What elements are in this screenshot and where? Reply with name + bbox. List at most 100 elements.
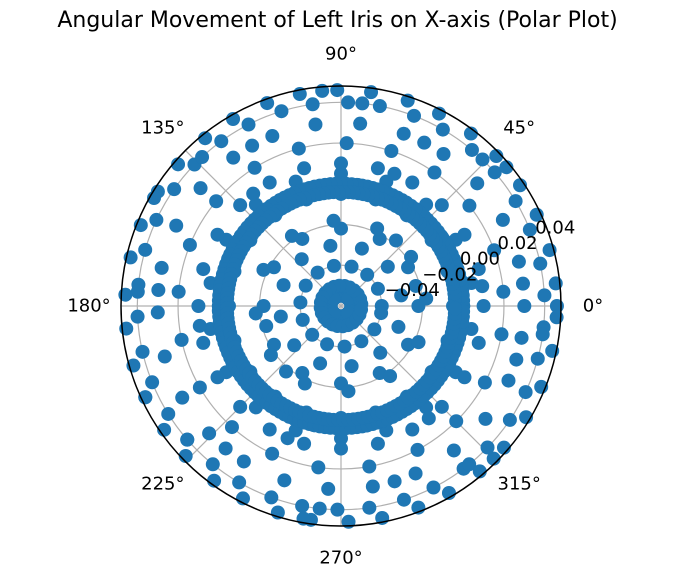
data-point [354,241,369,256]
data-point [365,479,380,494]
data-point [195,150,210,165]
data-point [295,312,310,327]
data-point [457,370,472,385]
data-point [262,175,277,190]
data-point [151,283,166,298]
angle-tick-label: 90° [325,44,357,65]
data-point [367,322,382,337]
data-point [175,390,190,405]
angle-tick-label: 45° [503,117,535,138]
angle-tick-label: 315° [498,474,541,495]
data-point [209,194,224,209]
data-point [297,161,312,176]
data-point [334,166,348,181]
data-point [354,334,369,349]
data-point [174,332,189,347]
angle-tick-label: 225° [141,474,184,495]
data-point [280,431,295,446]
data-points [118,83,564,529]
data-point [293,295,308,310]
data-point [262,422,277,437]
data-point [291,141,306,156]
data-point [380,259,395,274]
data-point [462,457,477,472]
data-point [308,117,323,132]
data-point [312,501,327,516]
radial-tick-label: −0.02 [422,264,477,285]
angle-tick-label: 0° [583,296,603,317]
data-point [434,198,449,213]
data-point [472,464,487,479]
data-point [533,256,548,271]
data-point [355,96,370,111]
data-point [388,233,403,248]
data-point [263,348,278,363]
data-point [326,258,341,273]
data-point [374,306,389,321]
data-point [248,306,263,321]
data-point [321,481,336,496]
radial-tick-label: −0.04 [385,280,440,301]
data-point [408,466,423,481]
data-point [224,420,239,435]
data-point [313,356,328,371]
polar-frame [120,85,562,527]
data-point [487,243,502,258]
data-point [511,254,526,269]
data-point [246,186,261,201]
data-point [341,384,356,399]
data-point [135,344,150,359]
data-point [232,475,247,490]
data-point [256,262,271,277]
data-point [410,442,425,457]
data-point [323,238,338,253]
data-point [171,157,186,172]
data-point [496,284,511,299]
data-point [150,305,165,320]
data-point [180,432,195,447]
data-point [214,134,229,149]
data-point [370,161,385,176]
data-point [480,440,495,455]
data-point [391,319,406,334]
data-point [298,278,313,293]
data-point [196,335,211,350]
data-point [362,459,377,474]
data-point [191,299,206,313]
data-point [277,473,292,488]
data-point [241,117,256,132]
data-point [419,291,434,306]
data-point [370,436,385,451]
data-point [266,260,281,275]
data-point [274,104,289,119]
data-point [508,194,523,209]
data-point [130,284,145,299]
data-point [295,498,310,513]
data-point [236,454,251,469]
data-point [396,492,411,507]
data-point [515,276,530,291]
data-point [487,165,502,180]
data-point [210,370,225,385]
data-point [530,351,545,366]
data-point [245,138,260,153]
data-point [193,181,208,196]
data-point [495,212,510,227]
data-point [471,335,486,350]
data-point [178,448,193,463]
data-point [330,83,345,98]
data-point [383,369,398,384]
data-point [477,375,492,390]
data-point [157,349,172,364]
data-point [464,142,479,157]
data-point [149,212,164,227]
data-point [446,443,461,458]
data-point [462,198,477,213]
data-point [226,150,241,165]
data-point [284,228,299,243]
data-point [417,135,432,150]
data-point [192,380,207,395]
data-point [387,166,402,181]
data-point [334,156,348,171]
data-point [264,490,279,505]
